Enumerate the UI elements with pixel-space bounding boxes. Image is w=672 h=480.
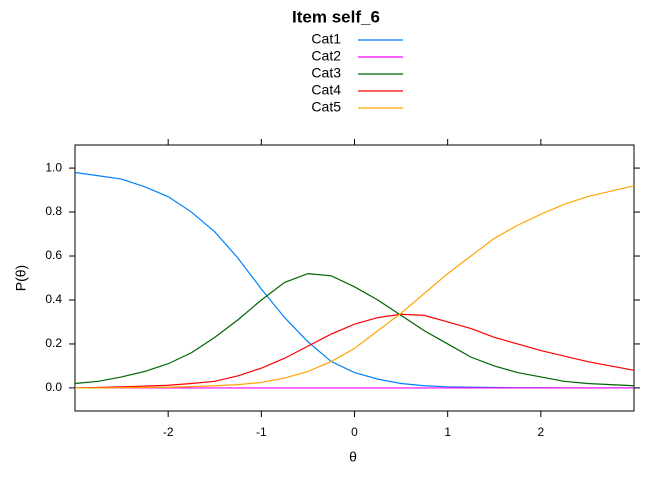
chart-title: Item self_6 <box>292 7 380 26</box>
x-axis-label: θ <box>349 449 357 465</box>
y-tick-label: 0.8 <box>45 204 62 218</box>
y-tick-label: 0.0 <box>45 380 62 394</box>
y-tick-label: 0.6 <box>45 248 62 262</box>
legend-label: Cat1 <box>311 31 341 47</box>
y-axis-label: P(θ) <box>13 265 29 291</box>
x-tick-label: 2 <box>537 425 544 439</box>
y-tick-label: 0.4 <box>45 292 62 306</box>
legend-label: Cat5 <box>311 99 341 115</box>
legend-label: Cat3 <box>311 65 341 81</box>
y-tick-label: 0.2 <box>45 336 62 350</box>
x-tick-label: 1 <box>444 425 451 439</box>
series-line <box>74 313 635 389</box>
legend-label: Cat4 <box>311 82 341 98</box>
series-line <box>74 272 635 387</box>
x-tick-label: -1 <box>256 425 267 439</box>
x-tick-label: 0 <box>351 425 358 439</box>
y-tick-label: 1.0 <box>45 160 62 174</box>
series-line <box>75 185 635 389</box>
legend-label: Cat2 <box>311 48 341 64</box>
x-tick-label: -2 <box>163 425 174 439</box>
